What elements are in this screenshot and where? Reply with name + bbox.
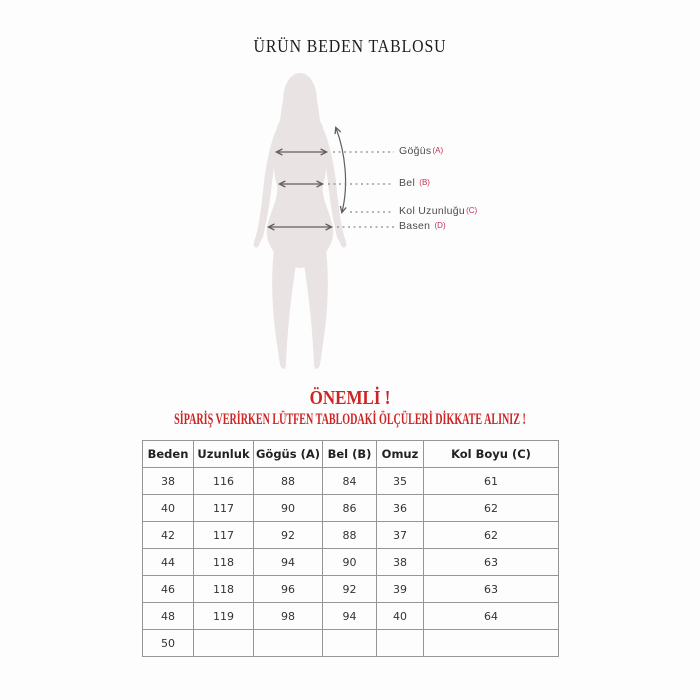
- table-cell: 38: [376, 548, 424, 576]
- measure-label-waist: Bel (B): [399, 177, 430, 190]
- measure-label-text: Basen: [399, 220, 431, 232]
- measure-label-code: (A): [432, 146, 444, 155]
- table-cell: 40: [376, 602, 424, 630]
- table-cell: 84: [322, 467, 377, 495]
- table-cell: 117: [193, 494, 254, 522]
- measure-label-code: (D): [434, 221, 446, 230]
- table-cell: [193, 629, 254, 657]
- table-cell: 62: [423, 494, 559, 522]
- table-header-cell: Bel (B): [322, 440, 377, 468]
- table-cell: 40: [142, 494, 194, 522]
- arm-length-arrow: [334, 126, 347, 215]
- table-cell: 62: [423, 521, 559, 549]
- silhouette-neck: [295, 100, 305, 116]
- table-cell: 61: [423, 467, 559, 495]
- table-cell: 116: [193, 467, 254, 495]
- table-cell: 119: [193, 602, 254, 630]
- table-cell: 117: [193, 521, 254, 549]
- table-cell: 39: [376, 575, 424, 603]
- table-cell: 90: [322, 548, 377, 576]
- table-cell: 86: [322, 494, 377, 522]
- table-cell: 38: [142, 467, 194, 495]
- size-table: Beden Uzunluk Gögüs (A) Bel (B) Omuz Kol Boyu…: [142, 440, 559, 657]
- table-row: 42 117 92 88 37 62: [142, 521, 559, 549]
- table-cell: 63: [423, 575, 559, 603]
- table-cell: 92: [322, 575, 377, 603]
- table-cell: 63: [423, 548, 559, 576]
- table-cell: 36: [376, 494, 424, 522]
- table-cell: 88: [253, 467, 323, 495]
- table-cell: 48: [142, 602, 194, 630]
- table-cell: 92: [253, 521, 323, 549]
- table-cell: 35: [376, 467, 424, 495]
- table-header-cell: Kol Boyu (C): [423, 440, 559, 468]
- table-cell: 50: [142, 629, 194, 657]
- table-cell: [376, 629, 424, 657]
- table-cell: 42: [142, 521, 194, 549]
- measurement-lines: [266, 126, 394, 231]
- measure-label-arm: Kol Uzunluğu(C): [399, 205, 477, 218]
- table-cell: [322, 629, 377, 657]
- table-row: 38 116 88 84 35 61: [142, 467, 559, 495]
- table-cell: [253, 629, 323, 657]
- table-row: 44 118 94 90 38 63: [142, 548, 559, 576]
- warning-headline: ÖNEMLİ !: [309, 387, 391, 409]
- measure-label-code: (C): [466, 206, 478, 215]
- table-header-cell: Uzunluk: [193, 440, 254, 468]
- table-cell: [423, 629, 559, 657]
- table-cell: 64: [423, 602, 559, 630]
- measure-label-text: Göğüs: [399, 145, 432, 157]
- table-cell: 98: [253, 602, 323, 630]
- silhouette-arm-left: [253, 126, 279, 248]
- silhouette-leg-left: [272, 242, 298, 369]
- measure-label-hip: Basen (D): [399, 220, 446, 233]
- table-cell: 96: [253, 575, 323, 603]
- table-cell: 118: [193, 575, 254, 603]
- silhouette-arm-right: [321, 126, 347, 248]
- measure-label-text: Kol Uzunluğu: [399, 205, 466, 217]
- table-row: 48 119 98 94 40 64: [142, 602, 559, 630]
- silhouette-leg-right: [302, 242, 328, 369]
- measure-label-text: Bel: [399, 177, 416, 189]
- table-header-row: Beden Uzunluk Gögüs (A) Bel (B) Omuz Kol Boyu…: [142, 440, 559, 468]
- table-cell: 46: [142, 575, 194, 603]
- table-cell: 94: [253, 548, 323, 576]
- measure-label-code: (B): [419, 178, 430, 187]
- warning-subline: SİPARİŞ VERİRKEN LÜTFEN TABLODAKİ ÖLÇÜLE…: [174, 411, 526, 428]
- table-header-cell: Gögüs (A): [253, 440, 323, 468]
- table-cell: 118: [193, 548, 254, 576]
- table-row: 46 118 96 92 39 63: [142, 575, 559, 603]
- table-cell: 88: [322, 521, 377, 549]
- table-cell: 37: [376, 521, 424, 549]
- measure-label-chest: Göğüs(A): [399, 145, 443, 158]
- page-title: ÜRÜN BEDEN TABLOSU: [253, 36, 447, 56]
- table-cell: 44: [142, 548, 194, 576]
- table-header-cell: Omuz: [376, 440, 424, 468]
- table-body: 38 116 88 84 35 61 40 117 90 86 36 62 42 117 92 88 37 62 4…: [142, 467, 559, 657]
- table-cell: 90: [253, 494, 323, 522]
- silhouette-head: [288, 75, 312, 105]
- table-header-cell: Beden: [142, 440, 194, 468]
- table-row: 50: [142, 629, 559, 657]
- table-cell: 94: [322, 602, 377, 630]
- table-row: 40 117 90 86 36 62: [142, 494, 559, 522]
